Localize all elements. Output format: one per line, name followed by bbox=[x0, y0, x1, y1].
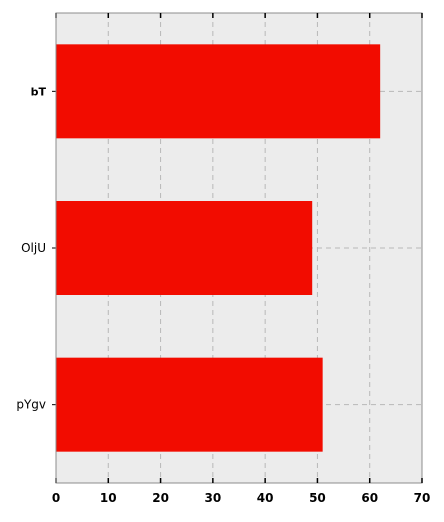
x-tick-label: 20 bbox=[152, 491, 169, 505]
x-axis-ticks: 0 10 20 30 40 50 60 70 bbox=[52, 13, 431, 505]
y-category-label: pYgv bbox=[16, 398, 46, 412]
bar-pYgv bbox=[56, 357, 323, 452]
y-category-label: OljU bbox=[21, 241, 46, 255]
x-tick-label: 50 bbox=[309, 491, 326, 505]
x-tick-label: 10 bbox=[100, 491, 117, 505]
x-tick-label: 0 bbox=[52, 491, 60, 505]
x-tick-label: 30 bbox=[205, 491, 222, 505]
bar-bT bbox=[56, 44, 381, 139]
x-tick-label: 60 bbox=[361, 491, 378, 505]
x-tick-label: 40 bbox=[257, 491, 274, 505]
bar-OljU bbox=[56, 201, 313, 295]
y-axis-labels: bT OljU pYgv bbox=[16, 85, 46, 411]
bars bbox=[56, 44, 381, 452]
x-tick-label: 70 bbox=[414, 491, 431, 505]
y-category-label: bT bbox=[31, 85, 47, 98]
